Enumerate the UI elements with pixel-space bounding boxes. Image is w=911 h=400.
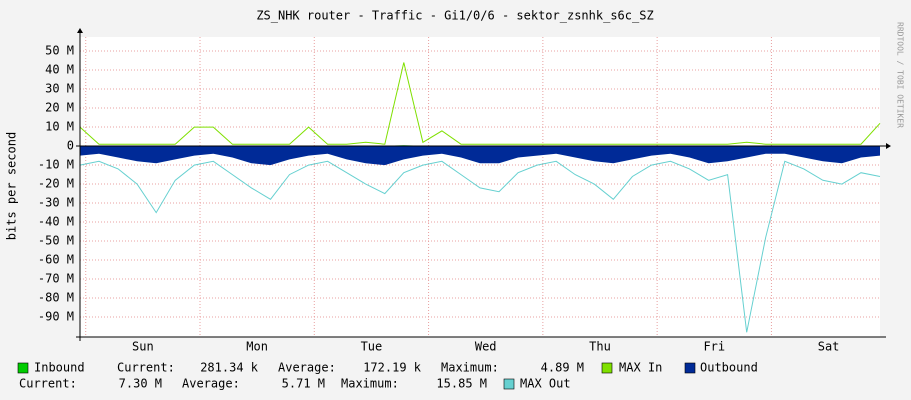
area (80, 146, 880, 166)
x-arrow (886, 143, 891, 150)
legend-text: MAX Out (520, 377, 571, 391)
y-tick-label: 30 M (45, 82, 74, 96)
side-note: RRDTOOL / TOBI OETIKER (896, 22, 905, 128)
legend-swatch (17, 362, 29, 374)
legend-text: Outbound (700, 361, 758, 375)
legend-text: 281.34 k (200, 361, 259, 375)
legend-text: 15.85 M (436, 377, 487, 391)
legend-text: Current: (19, 377, 77, 391)
y-axis-label: bits per second (5, 132, 19, 240)
y-tick-label: -80 M (38, 291, 74, 305)
line (79, 160, 881, 333)
y-tick-label: -50 M (38, 234, 74, 248)
y-tick-label: -30 M (38, 196, 74, 210)
legend-swatch (684, 362, 696, 374)
legend-text: Maximum: (441, 361, 499, 375)
legend-text: 4.89 M (541, 361, 584, 375)
y-arrow (77, 28, 83, 33)
y-tick-label: -20 M (38, 177, 74, 191)
y-tick-label: 10 M (45, 120, 74, 134)
plot-area (80, 37, 880, 337)
legend-swatch (503, 378, 515, 390)
legend-text: 5.71 M (282, 377, 325, 391)
chart-title: ZS_NHK router - Traffic - Gi1/0/6 - sekt… (256, 9, 653, 23)
legend-text: 172.19 k (363, 361, 422, 375)
legend-text: Maximum: (341, 377, 399, 391)
x-tick-label: Tue (361, 340, 383, 354)
x-tick-label: Sun (132, 340, 154, 354)
x-tick-label: Sat (818, 340, 840, 354)
line (79, 62, 881, 145)
x-tick-label: Mon (246, 340, 268, 354)
y-tick-label: -90 M (38, 310, 74, 324)
y-tick-label: 0 (67, 139, 74, 153)
legend-text: Average: (278, 361, 336, 375)
x-tick-label: Thu (589, 340, 611, 354)
legend-text: Inbound (34, 361, 85, 375)
legend-text: 7.30 M (119, 377, 162, 391)
x-tick-label: Wed (475, 340, 497, 354)
y-tick-label: -70 M (38, 272, 74, 286)
legend-swatch (601, 362, 613, 374)
y-tick-label: 40 M (45, 63, 74, 77)
y-tick-label: -60 M (38, 253, 74, 267)
y-tick-label: -10 M (38, 158, 74, 172)
legend-text: MAX In (619, 361, 662, 375)
y-tick-label: 20 M (45, 101, 74, 115)
legend-text: Current: (117, 361, 175, 375)
x-tick-label: Fri (703, 340, 725, 354)
y-tick-label: 50 M (45, 44, 74, 58)
legend-text: Average: (182, 377, 240, 391)
y-tick-label: -40 M (38, 215, 74, 229)
